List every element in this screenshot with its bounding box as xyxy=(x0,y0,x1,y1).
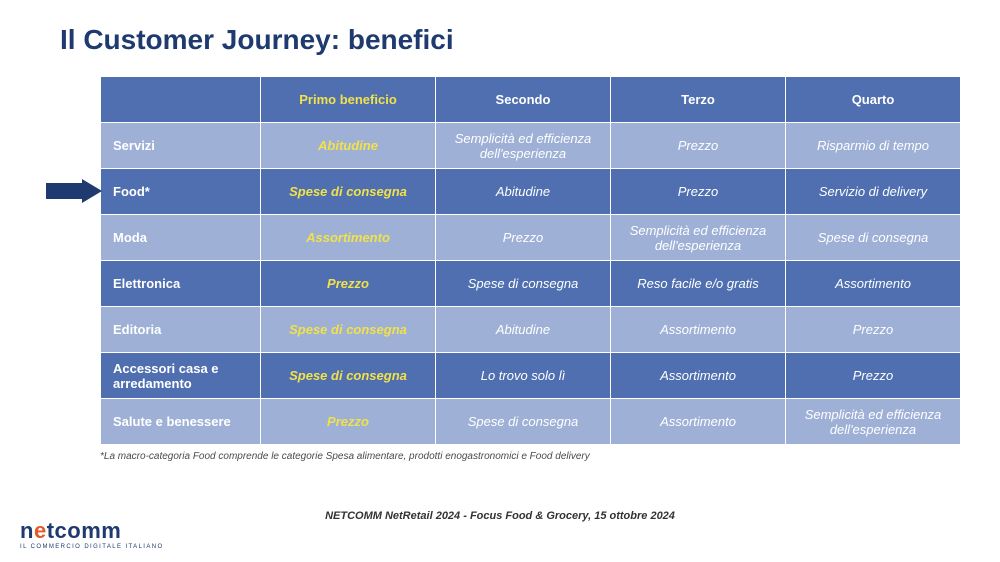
logo-subtitle: IL COMMERCIO DIGITALE ITALIANO xyxy=(20,544,190,550)
cell-primo: Prezzo xyxy=(261,261,436,307)
cell-terzo: Reso facile e/o gratis xyxy=(611,261,786,307)
cell-primo: Assortimento xyxy=(261,215,436,261)
row-category: Servizi xyxy=(101,123,261,169)
cell-secondo: Lo trovo solo lì xyxy=(436,353,611,399)
col-header-1: Primo beneficio xyxy=(261,77,436,123)
logo-text-post: tcomm xyxy=(47,518,122,543)
cell-terzo: Assortimento xyxy=(611,307,786,353)
row-category: Elettronica xyxy=(101,261,261,307)
row-category: Food* xyxy=(101,169,261,215)
table-row: ElettronicaPrezzoSpese di consegnaReso f… xyxy=(101,261,961,307)
benefits-table: Primo beneficioSecondoTerzoQuarto Serviz… xyxy=(100,76,961,445)
table-row: Food*Spese di consegnaAbitudinePrezzoSer… xyxy=(101,169,961,215)
table-row: ModaAssortimentoPrezzoSemplicità ed effi… xyxy=(101,215,961,261)
cell-quarto: Servizio di delivery xyxy=(786,169,961,215)
cell-primo: Abitudine xyxy=(261,123,436,169)
cell-primo: Spese di consegna xyxy=(261,353,436,399)
table-header-row: Primo beneficioSecondoTerzoQuarto xyxy=(101,77,961,123)
cell-terzo: Assortimento xyxy=(611,353,786,399)
col-header-4: Quarto xyxy=(786,77,961,123)
highlight-arrow-icon xyxy=(46,179,102,203)
cell-terzo: Assortimento xyxy=(611,399,786,445)
cell-primo: Prezzo xyxy=(261,399,436,445)
logo-main: netcomm xyxy=(20,520,190,542)
cell-terzo: Prezzo xyxy=(611,169,786,215)
cell-secondo: Semplicità ed efficienza dell'esperienza xyxy=(436,123,611,169)
cell-secondo: Abitudine xyxy=(436,169,611,215)
table-row: Salute e benesserePrezzoSpese di consegn… xyxy=(101,399,961,445)
col-header-2: Secondo xyxy=(436,77,611,123)
cell-quarto: Prezzo xyxy=(786,353,961,399)
table-row: Accessori casa e arredamentoSpese di con… xyxy=(101,353,961,399)
page-title: Il Customer Journey: benefici xyxy=(60,24,940,56)
cell-terzo: Semplicità ed efficienza dell'esperienza xyxy=(611,215,786,261)
cell-secondo: Prezzo xyxy=(436,215,611,261)
netcomm-logo: netcomm IL COMMERCIO DIGITALE ITALIANO xyxy=(20,520,190,550)
cell-quarto: Assortimento xyxy=(786,261,961,307)
footer: NETCOMM NetRetail 2024 - Focus Food & Gr… xyxy=(0,506,1000,552)
cell-secondo: Abitudine xyxy=(436,307,611,353)
table-row: ServiziAbitudineSemplicità ed efficienza… xyxy=(101,123,961,169)
table-container: Primo beneficioSecondoTerzoQuarto Serviz… xyxy=(100,76,940,445)
cell-quarto: Prezzo xyxy=(786,307,961,353)
table-body: ServiziAbitudineSemplicità ed efficienza… xyxy=(101,123,961,445)
col-header-category xyxy=(101,77,261,123)
logo-text-dot: e xyxy=(34,518,47,543)
footnote: *La macro-categoria Food comprende le ca… xyxy=(100,451,940,462)
cell-terzo: Prezzo xyxy=(611,123,786,169)
cell-primo: Spese di consegna xyxy=(261,169,436,215)
cell-secondo: Spese di consegna xyxy=(436,399,611,445)
table-row: EditoriaSpese di consegnaAbitudineAssort… xyxy=(101,307,961,353)
cell-quarto: Risparmio di tempo xyxy=(786,123,961,169)
cell-quarto: Semplicità ed efficienza dell'esperienza xyxy=(786,399,961,445)
cell-secondo: Spese di consegna xyxy=(436,261,611,307)
row-category: Editoria xyxy=(101,307,261,353)
row-category: Accessori casa e arredamento xyxy=(101,353,261,399)
logo-text-pre: n xyxy=(20,518,34,543)
cell-primo: Spese di consegna xyxy=(261,307,436,353)
slide: Il Customer Journey: benefici Primo bene… xyxy=(0,0,1000,562)
row-category: Salute e benessere xyxy=(101,399,261,445)
col-header-3: Terzo xyxy=(611,77,786,123)
row-category: Moda xyxy=(101,215,261,261)
cell-quarto: Spese di consegna xyxy=(786,215,961,261)
